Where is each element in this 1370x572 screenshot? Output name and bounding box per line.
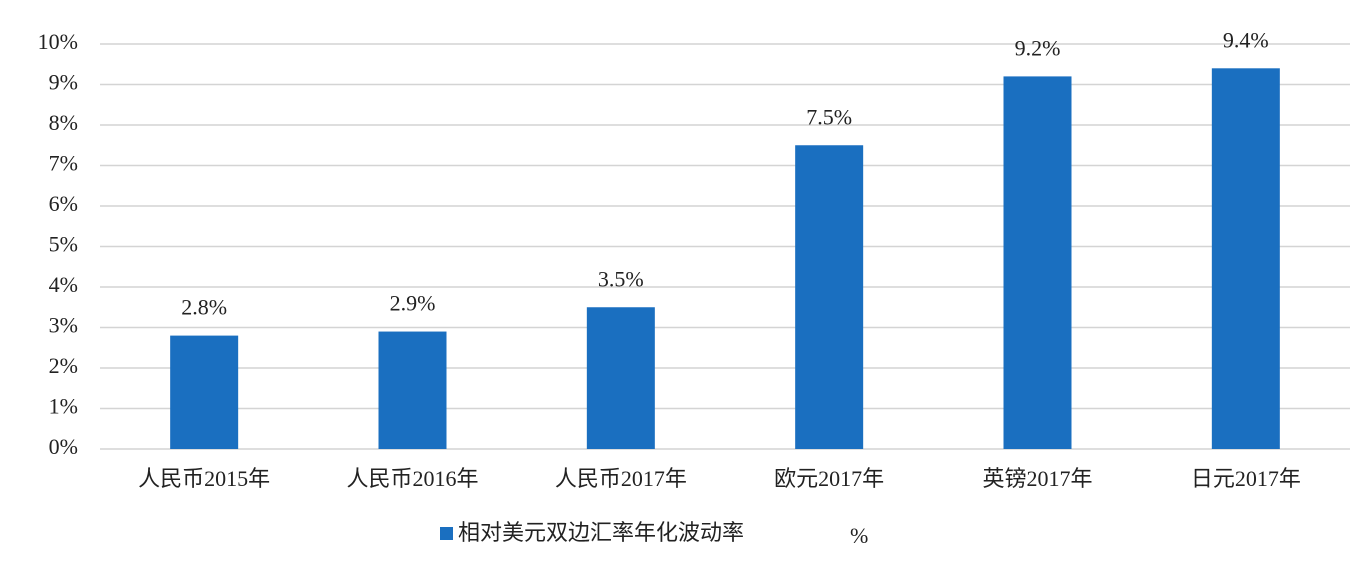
y-tick-label: 2% (49, 353, 78, 378)
data-label: 3.5% (598, 266, 644, 291)
y-tick-label: 0% (49, 434, 78, 459)
bar (170, 335, 239, 449)
data-label: 2.8% (181, 295, 227, 320)
bar (795, 145, 864, 449)
y-tick-label: 1% (49, 394, 78, 419)
bar (378, 331, 447, 449)
bar (1211, 68, 1280, 450)
x-tick-label: 欧元2017年 (774, 466, 884, 491)
y-tick-label: 6% (49, 191, 78, 216)
x-tick-label: 人民币2015年 (138, 466, 270, 491)
legend-unit: % (850, 523, 868, 548)
y-tick-label: 7% (49, 151, 78, 176)
y-tick-label: 8% (49, 110, 78, 135)
x-tick-label: 日元2017年 (1191, 466, 1301, 491)
legend-label: 相对美元双边汇率年化波动率 (458, 520, 744, 545)
y-tick-label: 3% (49, 313, 78, 338)
data-label: 9.4% (1223, 27, 1269, 52)
data-label: 9.2% (1015, 35, 1061, 60)
y-tick-label: 9% (49, 70, 78, 95)
y-tick-label: 5% (49, 232, 78, 257)
bar (586, 307, 655, 449)
x-tick-label: 人民币2016年 (346, 466, 478, 491)
bar (1003, 76, 1072, 450)
data-label: 2.9% (390, 291, 436, 316)
x-tick-label: 人民币2017年 (555, 466, 687, 491)
y-tick-label: 10% (38, 29, 78, 54)
data-label: 7.5% (806, 104, 852, 129)
y-tick-label: 4% (49, 272, 78, 297)
legend-swatch (440, 527, 453, 540)
x-tick-label: 英镑2017年 (982, 466, 1092, 491)
